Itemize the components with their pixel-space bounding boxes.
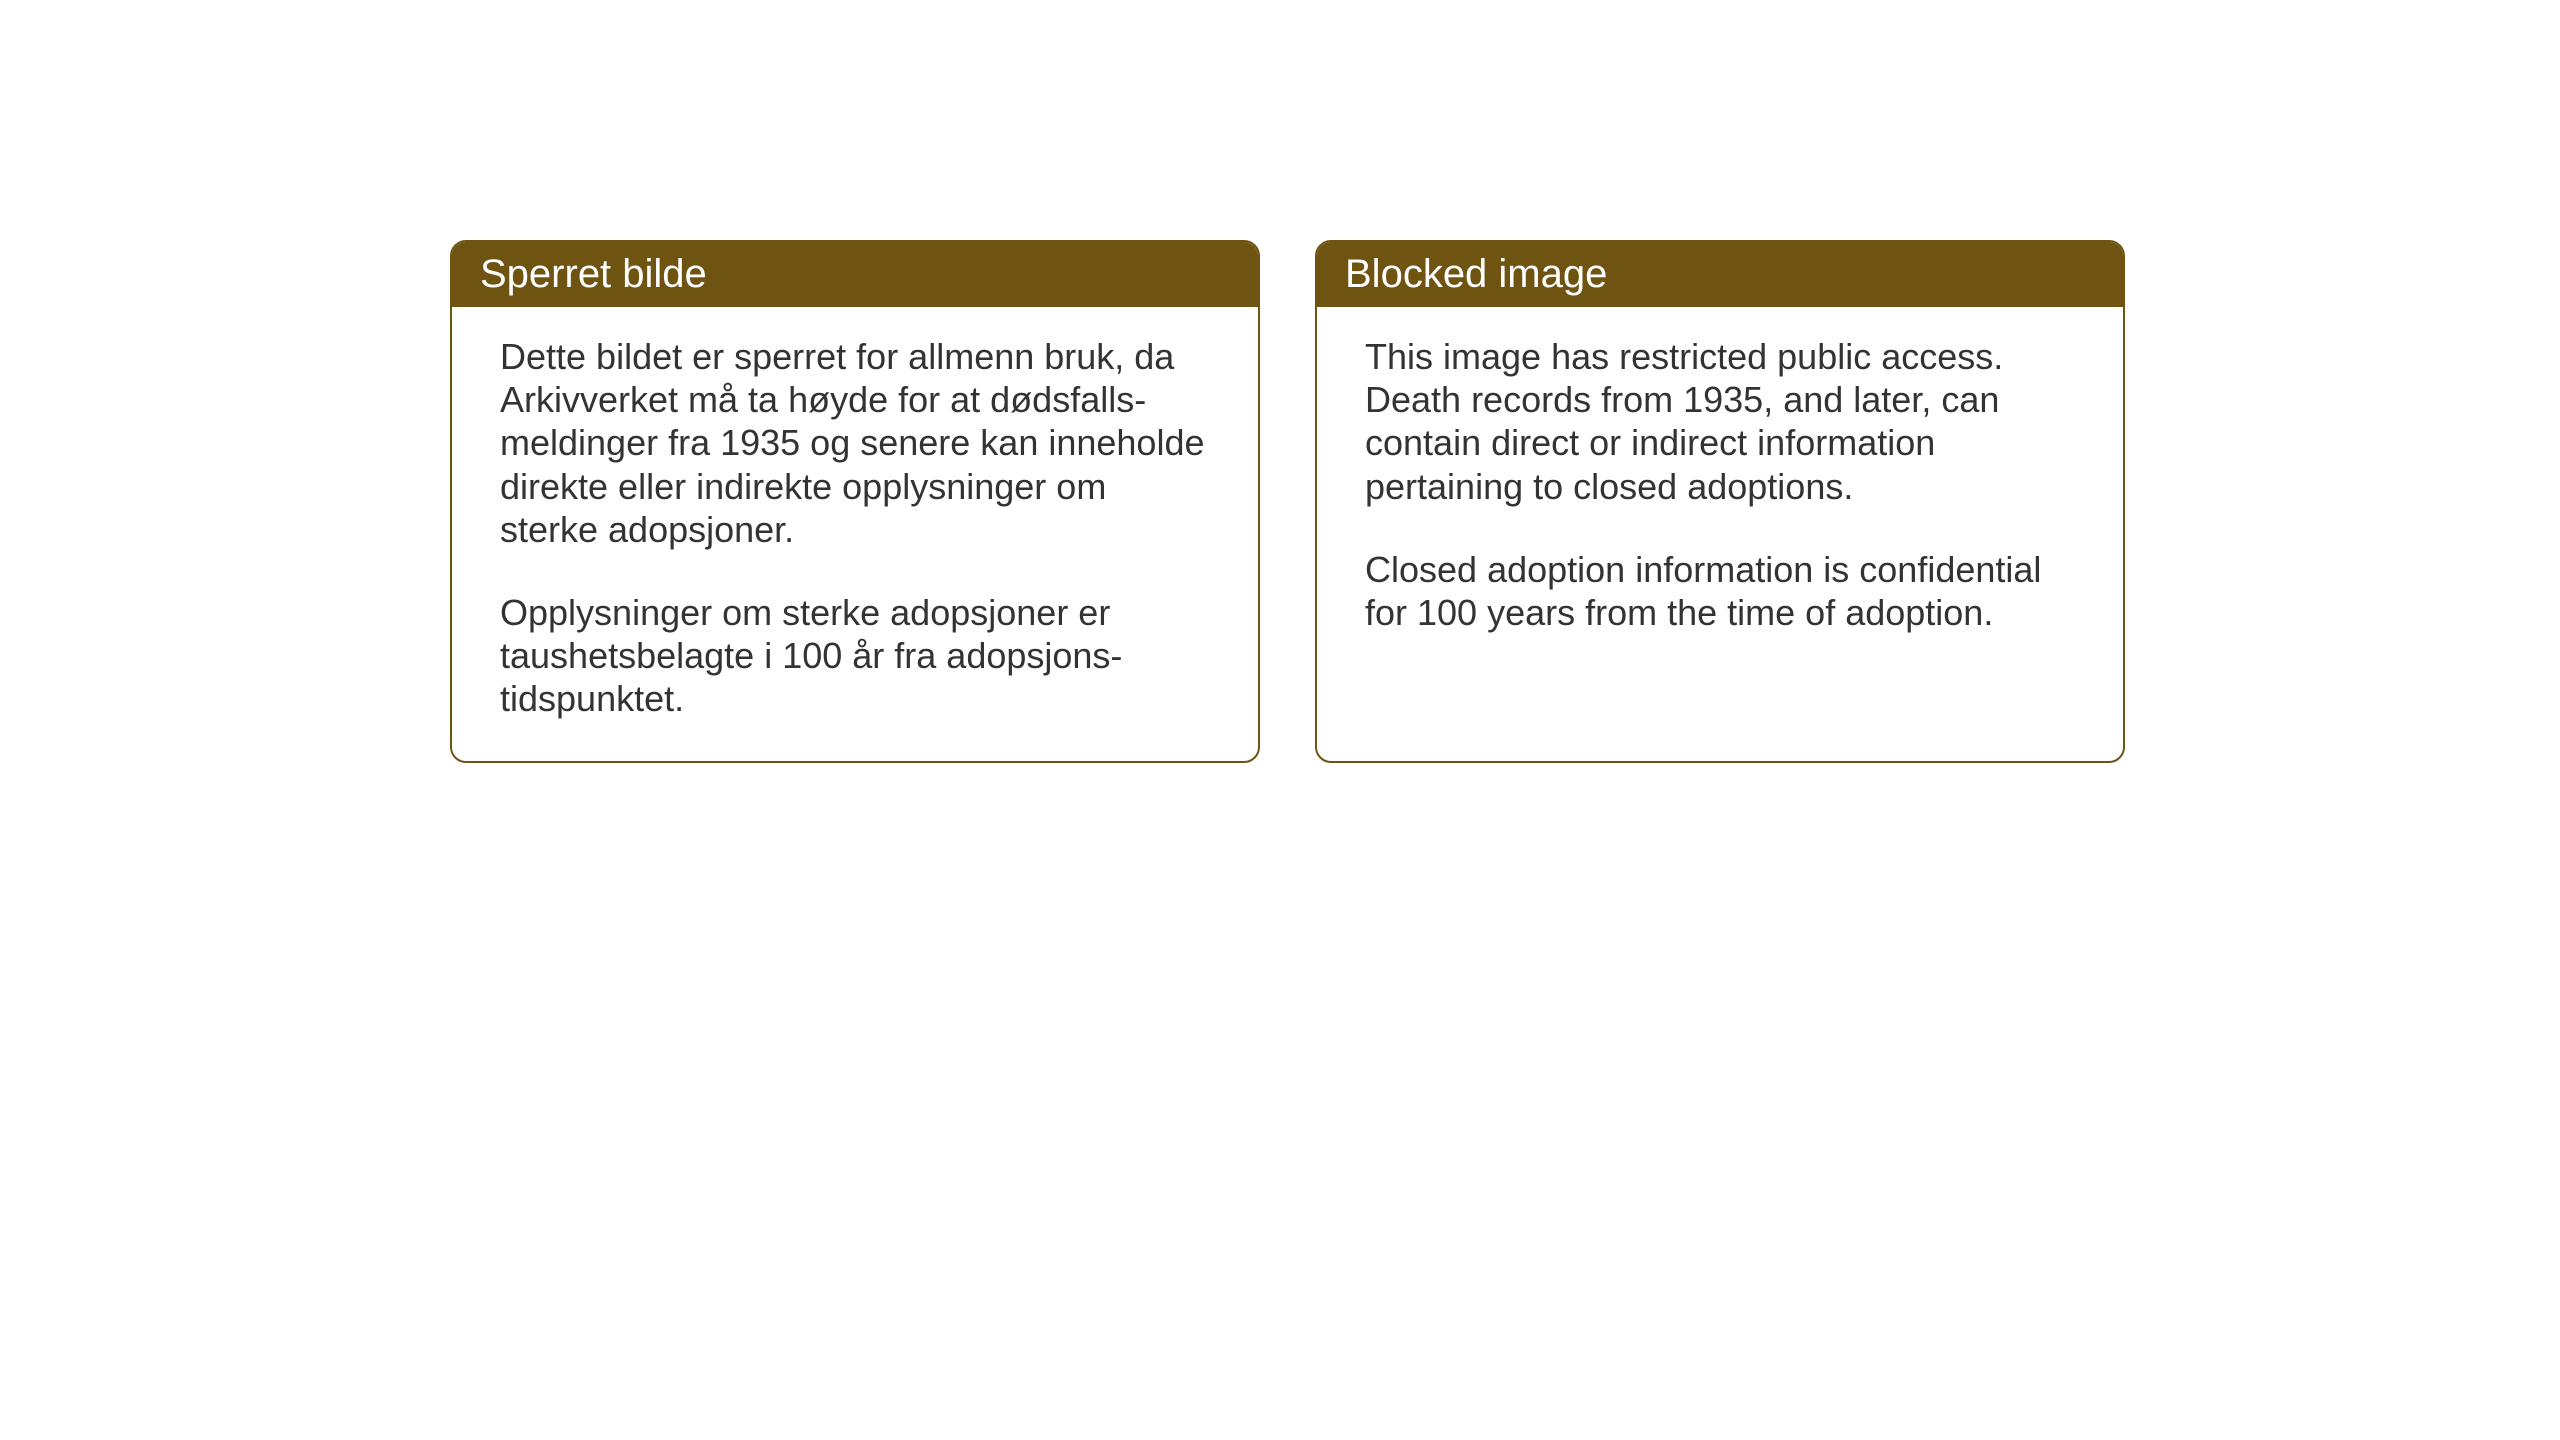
paragraph-text: Closed adoption information is confident…	[1365, 548, 2075, 634]
notice-card-english: Blocked image This image has restricted …	[1315, 240, 2125, 763]
paragraph-text: This image has restricted public access.…	[1365, 335, 2075, 508]
paragraph-text: Opplysninger om sterke adopsjoner er tau…	[500, 591, 1210, 721]
card-header-english: Blocked image	[1317, 242, 2123, 307]
card-body-english: This image has restricted public access.…	[1317, 307, 2123, 757]
card-header-norwegian: Sperret bilde	[452, 242, 1258, 307]
paragraph-text: Dette bildet er sperret for allmenn bruk…	[500, 335, 1210, 551]
card-body-norwegian: Dette bildet er sperret for allmenn bruk…	[452, 307, 1258, 761]
notice-card-norwegian: Sperret bilde Dette bildet er sperret fo…	[450, 240, 1260, 763]
notice-container: Sperret bilde Dette bildet er sperret fo…	[450, 240, 2125, 763]
